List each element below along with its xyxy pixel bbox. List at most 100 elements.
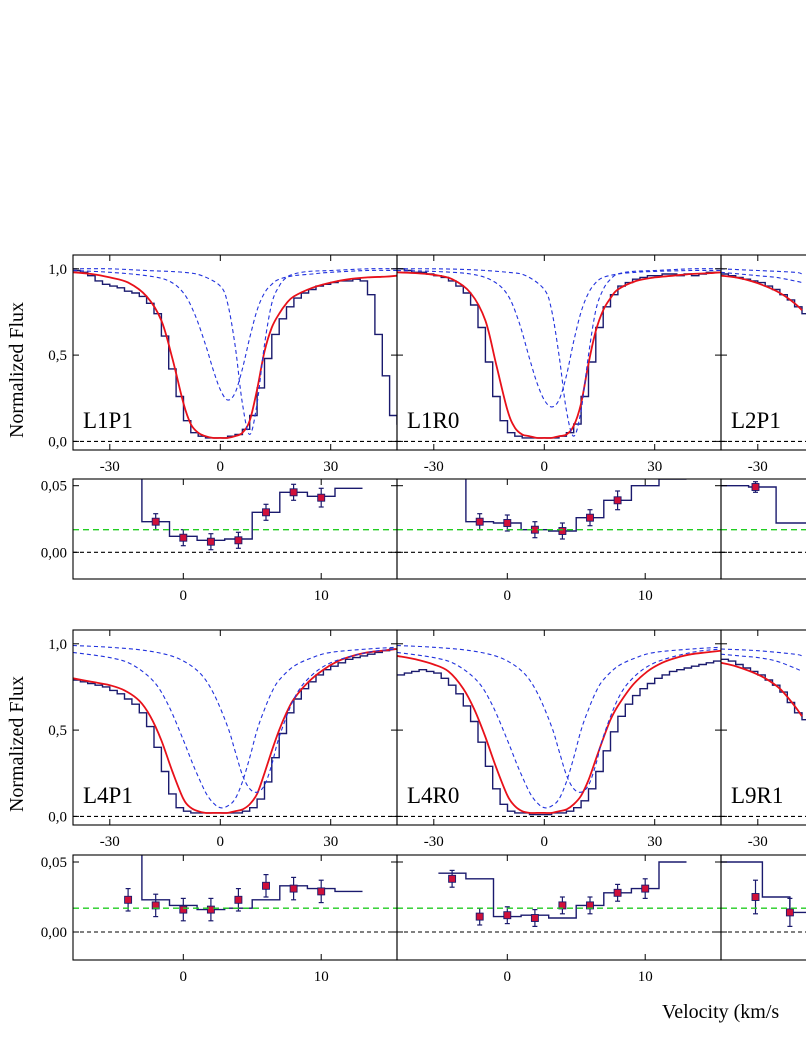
y-tick-label: 1,0 (48, 637, 67, 653)
panel-title: L2P1 (731, 408, 781, 433)
model-fit-line (721, 274, 803, 311)
x-tick-label: 0 (541, 459, 549, 475)
x-tick-label: 0 (504, 588, 512, 604)
y-tick-label: 0,5 (48, 723, 67, 739)
residual-point (613, 496, 622, 505)
y-tick-label: 0,0 (48, 434, 67, 450)
y-tick-label: 0,00 (41, 925, 67, 941)
residual-point (289, 884, 298, 893)
plot-area (73, 268, 397, 442)
component-profile-line (721, 648, 803, 657)
plot-area (73, 479, 397, 553)
component-profile-line (721, 271, 803, 284)
x-axis-label: Velocity (km/s (662, 1001, 779, 1023)
observed-spectrum-step (397, 268, 721, 439)
panel-frame (720, 629, 806, 826)
panel-residual-row-4: 0 10 0,00 0,05 (41, 854, 398, 985)
x-tick-label: 0 (180, 588, 188, 604)
y-tick-label: 0,05 (41, 855, 67, 871)
x-tick-label: 30 (323, 834, 338, 850)
component-profile-line (397, 646, 721, 809)
model-fit-line (397, 649, 721, 814)
plot-area (721, 268, 806, 442)
residual-point (448, 874, 457, 883)
model-fit-line (397, 271, 721, 439)
x-tick-label: 0 (217, 834, 225, 850)
plot-area (73, 855, 397, 933)
residual-point (785, 908, 794, 917)
observed-spectrum-step (465, 479, 687, 532)
observed-spectrum-step (397, 660, 721, 816)
x-tick-label: 10 (638, 588, 653, 604)
panel-top-row-1: -30 0 30 0,0 0,5 1,0 L1P1 (48, 254, 398, 475)
plot-area (721, 861, 806, 933)
x-tick-label: 30 (647, 834, 662, 850)
residual-point (179, 533, 188, 542)
x-tick-label: 30 (323, 459, 338, 475)
component-profile-line (397, 269, 721, 408)
panel-title: L1P1 (83, 408, 133, 433)
residual-point (586, 901, 594, 910)
observed-spectrum-step (721, 485, 806, 524)
plot-area (721, 481, 806, 553)
panel-frame (720, 254, 806, 451)
y-tick-label: 1,0 (48, 262, 67, 278)
panel-title: L4R0 (407, 783, 459, 808)
residual-point (289, 488, 298, 497)
x-tick-label: -30 (424, 834, 444, 850)
x-tick-label: 0 (541, 834, 549, 850)
residual-point (751, 893, 760, 901)
residual-point (503, 911, 512, 920)
residual-point (475, 912, 484, 921)
panel-bottom-row-3: -30 L9R1 (720, 629, 806, 850)
panel-bottom-row-1: -30 0 30 0,0 0,5 1,0 L4P1 (48, 629, 398, 850)
panel-title: L9R1 (731, 783, 783, 808)
residual-point (206, 537, 215, 546)
x-tick-label: -30 (748, 459, 768, 475)
panel-top-row-2: -30 0 30 L1R0 (396, 254, 722, 475)
component-profile-line (73, 646, 397, 809)
observed-spectrum-step (721, 273, 806, 315)
residual-point (558, 901, 567, 910)
residual-point (206, 905, 215, 914)
y-axis-label-top: Normalized Flux (6, 302, 28, 438)
observed-spectrum-step (73, 648, 397, 814)
residual-point (262, 881, 270, 890)
observed-spectrum-step (721, 861, 806, 914)
x-tick-label: -30 (424, 459, 444, 475)
x-tick-label: 10 (638, 969, 653, 985)
x-tick-label: 0 (180, 969, 188, 985)
residual-point (234, 536, 243, 545)
panel-residual-row-5: 0 10 (396, 854, 722, 985)
y-tick-label: 0,00 (41, 545, 67, 561)
component-profile-line (721, 653, 803, 672)
component-profile-line (721, 268, 803, 275)
y-axis-label-bottom: Normalized Flux (6, 676, 28, 812)
plot-area (397, 268, 721, 442)
residual-point (641, 884, 650, 893)
panel-residual-row-2: 0 10 (396, 478, 722, 604)
residual-point (179, 905, 188, 914)
residual-point (503, 519, 512, 527)
observed-spectrum-step (73, 269, 397, 439)
residual-point (124, 895, 133, 904)
plot-area (397, 479, 721, 553)
observed-spectrum-step (721, 658, 806, 721)
residual-point (586, 513, 594, 522)
panel-title: L4P1 (83, 783, 133, 808)
x-tick-label: 10 (314, 588, 329, 604)
residual-point (151, 901, 160, 910)
plot-area (73, 644, 397, 817)
x-tick-label: -30 (748, 834, 768, 850)
y-tick-label: 0,5 (48, 348, 67, 364)
observed-spectrum-step (438, 861, 687, 919)
residual-point (613, 888, 622, 897)
panel-bottom-row-2: -30 0 30 L4R0 (396, 629, 722, 850)
component-profile-line (73, 269, 397, 401)
model-fit-line (73, 271, 397, 439)
model-fit-line (73, 648, 397, 814)
panel-frame (720, 478, 806, 580)
residual-point (234, 895, 243, 904)
